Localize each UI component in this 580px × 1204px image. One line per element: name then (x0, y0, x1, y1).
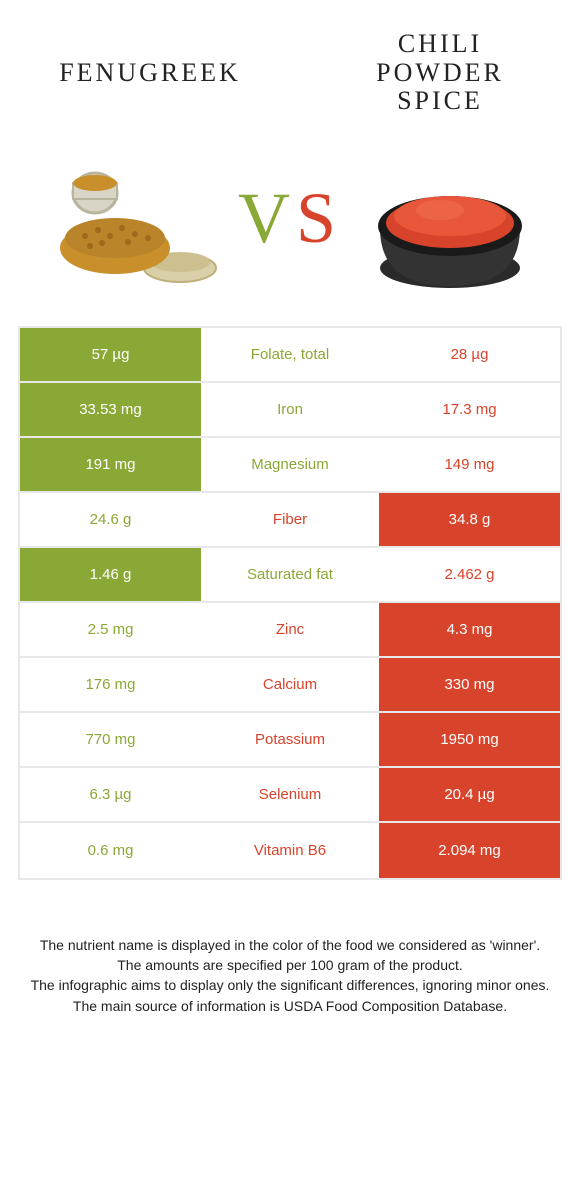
right-value: 2.462 g (379, 548, 560, 601)
right-value: 20.4 µg (379, 768, 560, 821)
right-value: 34.8 g (379, 493, 560, 546)
right-value: 4.3 mg (379, 603, 560, 656)
header-row: Fenugreek Chili powder spice (0, 0, 580, 126)
right-value: 1950 mg (379, 713, 560, 766)
left-value: 24.6 g (20, 493, 201, 546)
footer-line3: The infographic aims to display only the… (30, 975, 550, 995)
nutrient-name: Calcium (201, 658, 379, 711)
footer-line1: The nutrient name is displayed in the co… (30, 935, 550, 955)
chili-bowl-icon (360, 138, 540, 298)
images-row: VS (0, 126, 580, 326)
left-value: 6.3 µg (20, 768, 201, 821)
footer-line2: The amounts are specified per 100 gram o… (30, 955, 550, 975)
table-row: 57 µgFolate, total28 µg (20, 328, 560, 383)
table-row: 33.53 mgIron17.3 mg (20, 383, 560, 438)
vs-s: S (296, 178, 342, 258)
table-row: 191 mgMagnesium149 mg (20, 438, 560, 493)
table-row: 6.3 µgSelenium20.4 µg (20, 768, 560, 823)
left-value: 0.6 mg (20, 823, 201, 878)
title-right: Chili powder spice (350, 30, 530, 116)
vs-v: V (238, 178, 296, 258)
nutrient-name: Selenium (201, 768, 379, 821)
comparison-table: 57 µgFolate, total28 µg33.53 mgIron17.3 … (18, 326, 562, 880)
right-value: 149 mg (379, 438, 560, 491)
left-value: 33.53 mg (20, 383, 201, 436)
table-row: 24.6 gFiber34.8 g (20, 493, 560, 548)
nutrient-name: Potassium (201, 713, 379, 766)
left-value: 770 mg (20, 713, 201, 766)
nutrient-name: Zinc (201, 603, 379, 656)
title-left: Fenugreek (50, 59, 250, 88)
right-value: 17.3 mg (379, 383, 560, 436)
right-value: 330 mg (379, 658, 560, 711)
left-value: 1.46 g (20, 548, 201, 601)
title-right-l3: spice (397, 86, 483, 115)
footer-notes: The nutrient name is displayed in the co… (30, 935, 550, 1016)
table-row: 176 mgCalcium330 mg (20, 658, 560, 713)
nutrient-name: Iron (201, 383, 379, 436)
nutrient-name: Vitamin B6 (201, 823, 379, 878)
table-row: 0.6 mgVitamin B62.094 mg (20, 823, 560, 878)
fenugreek-icon (40, 138, 220, 298)
vs-label: VS (238, 177, 342, 260)
left-value: 2.5 mg (20, 603, 201, 656)
left-value: 191 mg (20, 438, 201, 491)
nutrient-name: Fiber (201, 493, 379, 546)
left-value: 176 mg (20, 658, 201, 711)
footer-line4: The main source of information is USDA F… (30, 996, 550, 1016)
table-row: 770 mgPotassium1950 mg (20, 713, 560, 768)
right-value: 28 µg (379, 328, 560, 381)
right-value: 2.094 mg (379, 823, 560, 878)
nutrient-name: Saturated fat (201, 548, 379, 601)
title-right-l2: powder (376, 58, 504, 87)
title-right-l1: Chili (398, 29, 482, 58)
nutrient-name: Magnesium (201, 438, 379, 491)
table-row: 1.46 gSaturated fat2.462 g (20, 548, 560, 603)
left-value: 57 µg (20, 328, 201, 381)
nutrient-name: Folate, total (201, 328, 379, 381)
table-row: 2.5 mgZinc4.3 mg (20, 603, 560, 658)
